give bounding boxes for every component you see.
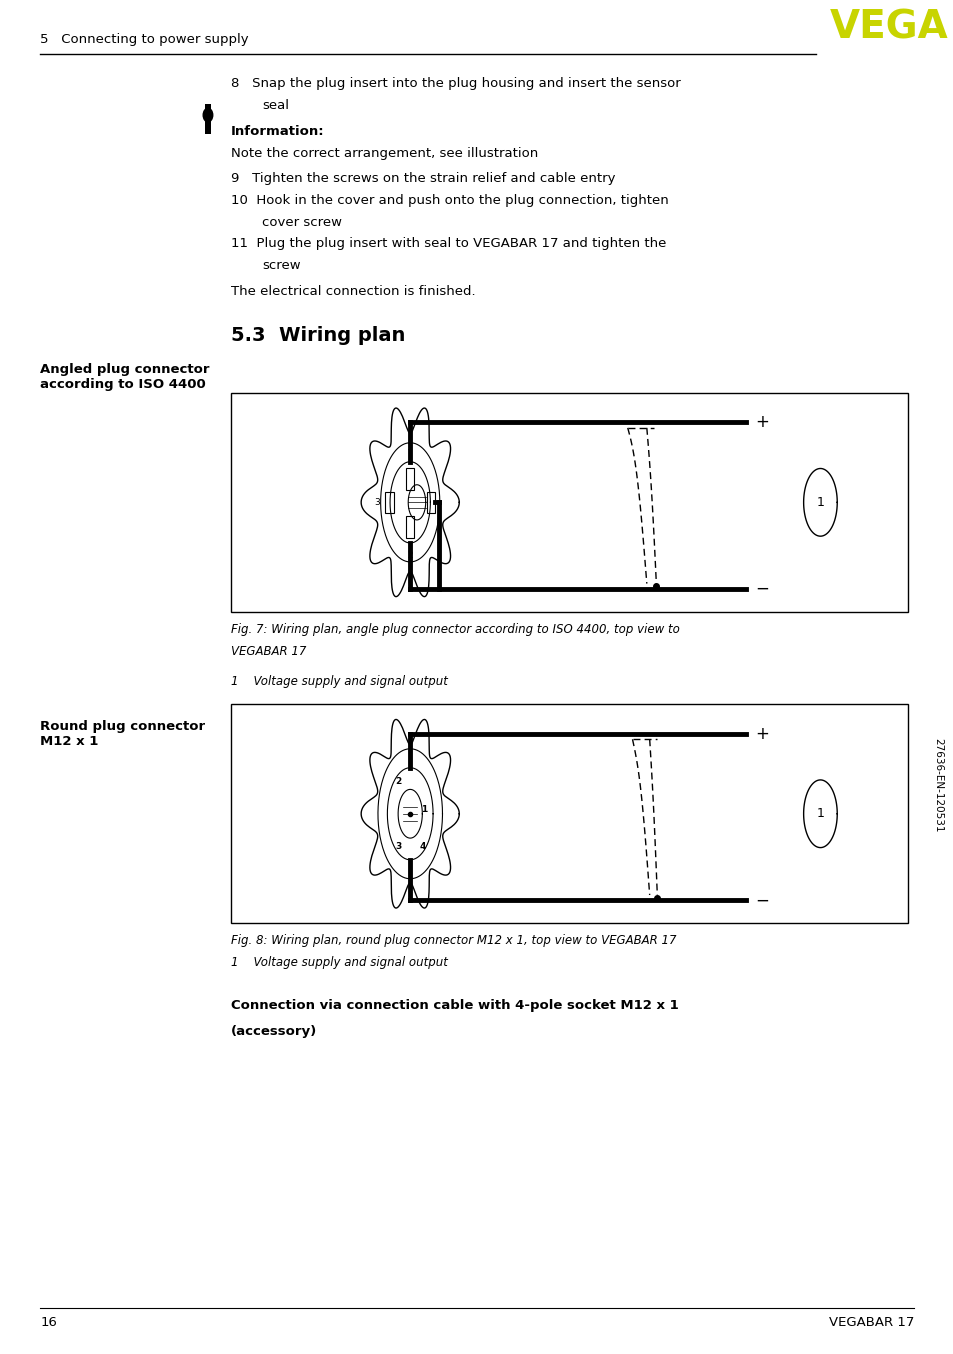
Text: 27636-EN-120531: 27636-EN-120531 (933, 738, 943, 833)
Text: 1: 1 (421, 806, 427, 814)
Polygon shape (390, 462, 430, 543)
Text: 1: 1 (816, 496, 823, 509)
Text: Fig. 7: Wiring plan, angle plug connector according to ISO 4400, top view to: Fig. 7: Wiring plan, angle plug connecto… (231, 623, 679, 636)
Text: −: − (755, 580, 769, 598)
Text: +: + (755, 724, 769, 743)
Text: +: + (755, 413, 769, 432)
Circle shape (203, 108, 213, 122)
Bar (231, 704, 907, 923)
Bar (385, 492, 394, 513)
Text: 3: 3 (395, 842, 401, 850)
Text: −: − (755, 891, 769, 910)
Text: VEGABAR 17: VEGABAR 17 (828, 1316, 913, 1330)
Text: Information:: Information: (231, 125, 324, 138)
Text: Round plug connector
M12 x 1: Round plug connector M12 x 1 (40, 720, 205, 749)
Text: The electrical connection is finished.: The electrical connection is finished. (231, 286, 475, 298)
Text: Note the correct arrangement, see illustration: Note the correct arrangement, see illust… (231, 146, 537, 160)
Bar (231, 393, 907, 612)
Bar (406, 468, 414, 490)
Text: 4: 4 (418, 842, 425, 850)
Text: 10  Hook in the cover and push onto the plug connection, tighten: 10 Hook in the cover and push onto the p… (231, 194, 668, 207)
Text: 3: 3 (374, 498, 379, 506)
Text: Connection via connection cable with 4-pole socket M12 x 1: Connection via connection cable with 4-p… (231, 999, 678, 1013)
Text: cover screw: cover screw (262, 215, 342, 229)
Text: 1: 1 (816, 807, 823, 821)
Bar (426, 492, 435, 513)
Text: 2: 2 (395, 777, 401, 785)
Text: Fig. 8: Wiring plan, round plug connector M12 x 1, top view to VEGABAR 17: Fig. 8: Wiring plan, round plug connecto… (231, 934, 676, 948)
Text: VEGABAR 17: VEGABAR 17 (231, 645, 306, 658)
Text: (accessory): (accessory) (231, 1025, 316, 1039)
Text: 5.3  Wiring plan: 5.3 Wiring plan (231, 326, 405, 345)
Text: 9   Tighten the screws on the strain relief and cable entry: 9 Tighten the screws on the strain relie… (231, 172, 615, 185)
Text: 5   Connecting to power supply: 5 Connecting to power supply (40, 32, 249, 46)
Text: 1    Voltage supply and signal output: 1 Voltage supply and signal output (231, 956, 447, 969)
Text: 11  Plug the plug insert with seal to VEGABAR 17 and tighten the: 11 Plug the plug insert with seal to VEG… (231, 237, 665, 250)
Text: VEGA: VEGA (829, 8, 947, 46)
Text: 8   Snap the plug insert into the plug housing and insert the sensor: 8 Snap the plug insert into the plug hou… (231, 77, 679, 91)
Text: seal: seal (262, 99, 289, 112)
Text: 2: 2 (407, 551, 413, 561)
Bar (406, 516, 414, 538)
Text: Angled plug connector
according to ISO 4400: Angled plug connector according to ISO 4… (40, 363, 210, 391)
FancyBboxPatch shape (204, 104, 212, 134)
Text: 1    Voltage supply and signal output: 1 Voltage supply and signal output (231, 674, 447, 688)
Polygon shape (387, 768, 433, 860)
Polygon shape (408, 485, 425, 520)
Text: 16: 16 (40, 1316, 57, 1330)
Polygon shape (377, 749, 442, 879)
Polygon shape (380, 443, 439, 562)
Polygon shape (397, 789, 422, 838)
Text: screw: screw (262, 259, 300, 272)
Text: 1: 1 (407, 443, 413, 452)
